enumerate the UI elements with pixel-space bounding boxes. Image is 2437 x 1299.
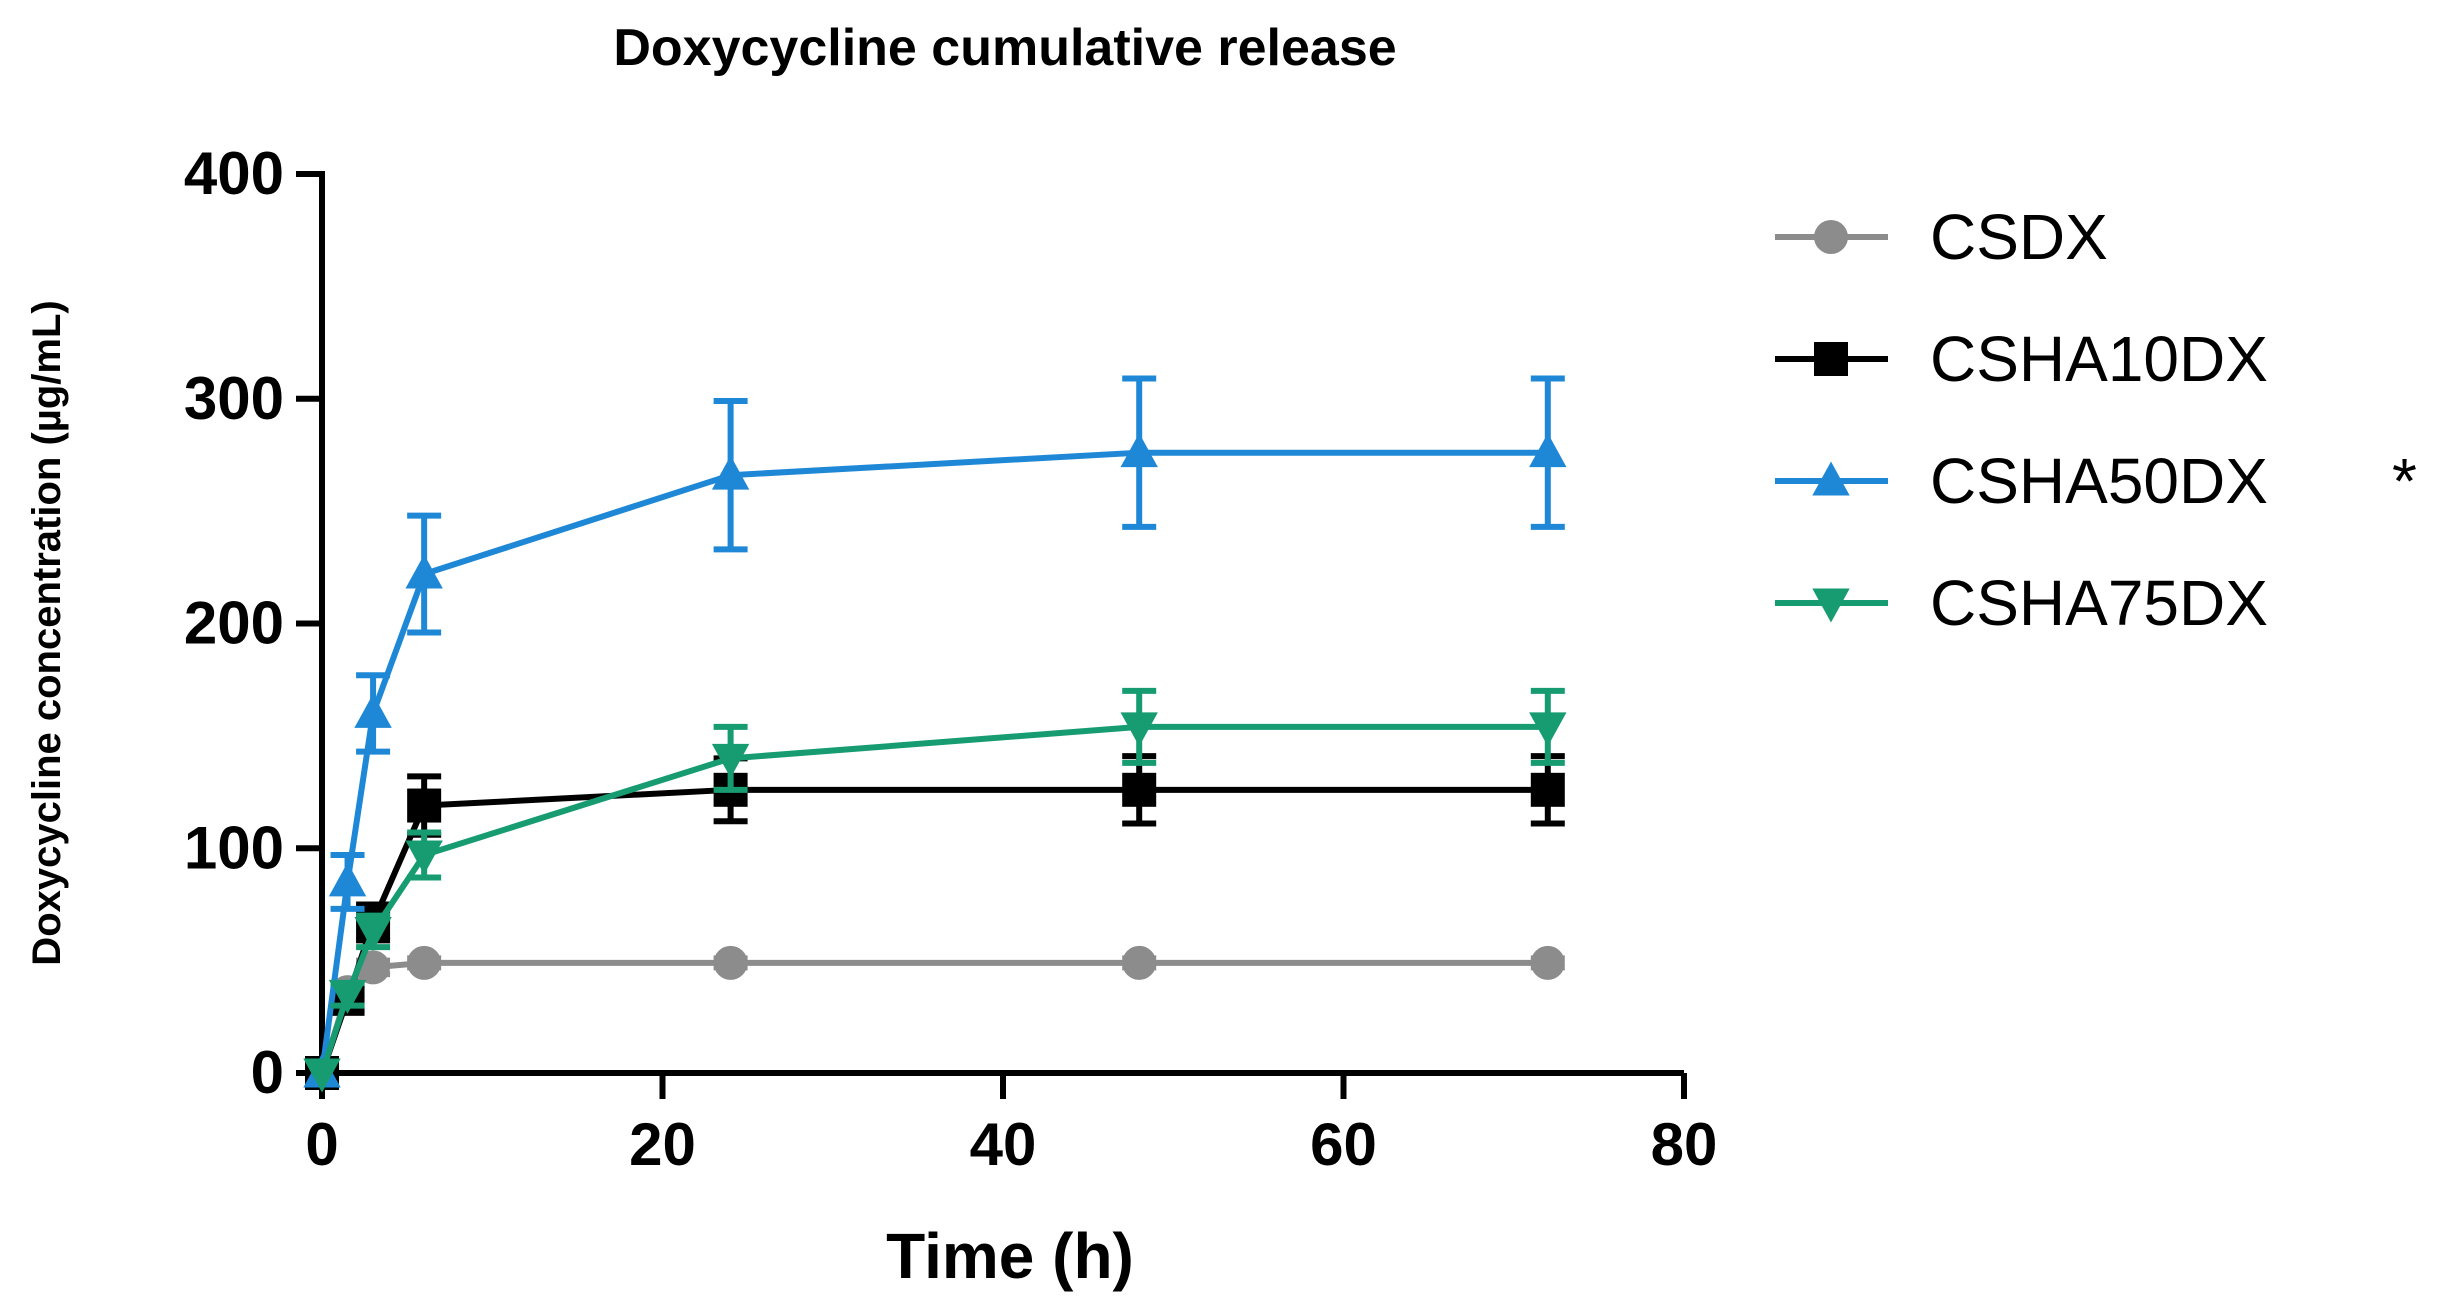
y-tick-label: 400 [184,140,284,207]
data-point [407,945,442,980]
x-tick-label: 60 [1310,1111,1377,1178]
data-point [713,945,748,980]
data-point [407,788,442,823]
y-tick-label: 0 [251,1039,284,1106]
data-point [1530,945,1565,980]
y-tick-label: 100 [184,814,284,881]
legend-item: CSHA10DX [1775,323,2268,395]
legend-label: CSHA50DX [1930,445,2268,517]
data-point [711,455,750,490]
legend-label: CSHA75DX [1930,567,2268,639]
y-axis-label: Doxycycline concentration (µg/mL) [25,300,69,965]
legend-marker [1812,461,1850,496]
x-tick-label: 20 [629,1111,696,1178]
data-point [1530,772,1565,807]
legend-item: CSHA75DX [1775,567,2268,639]
data-point [1120,712,1158,747]
data-point [328,862,367,897]
x-tick-label: 40 [970,1111,1037,1178]
data-point [1529,433,1567,468]
series-line [319,449,1548,1074]
data-point [1120,433,1158,468]
legend-marker [1814,220,1848,254]
significance-mark: * [2392,445,2417,517]
data-point [405,840,443,875]
axes: 0 20 40 60 80 0 100 200 300 400 [184,140,1717,1178]
data-point [303,1058,341,1093]
legend-item: CSHA50DX * [1775,445,2417,517]
data-point [354,693,392,728]
data-point [328,979,367,1014]
x-tick-label: 0 [305,1111,338,1178]
data-point [354,916,392,951]
y-tick-label: 200 [184,590,284,657]
legend-item: CSDX [1775,201,2108,273]
series-CSHA10DX [305,753,1565,1090]
x-axis-label: Time (h) [886,1220,1134,1292]
series-line [319,959,1548,1074]
x-tick-label: 80 [1651,1111,1718,1178]
legend-label: CSDX [1930,201,2108,273]
legend-label: CSHA10DX [1930,323,2268,395]
legend: CSDX CSHA10DX CSHA50DX * CSHA75DX [1775,201,2417,639]
legend-marker [1812,588,1850,623]
chart-title: Doxycycline cumulative release [613,19,1396,77]
y-tick-label: 300 [184,365,284,432]
legend-marker [1814,342,1848,376]
series-line [319,723,1548,1074]
data-point [1122,772,1157,807]
data-point [1122,945,1157,980]
series-CSHA50DX [303,375,1567,1088]
plot-area [303,375,1567,1093]
series-CSDX [305,945,1565,1090]
data-point [711,743,750,778]
data-point [405,554,443,589]
data-point [1529,712,1567,747]
series-CSHA75DX [303,687,1567,1093]
